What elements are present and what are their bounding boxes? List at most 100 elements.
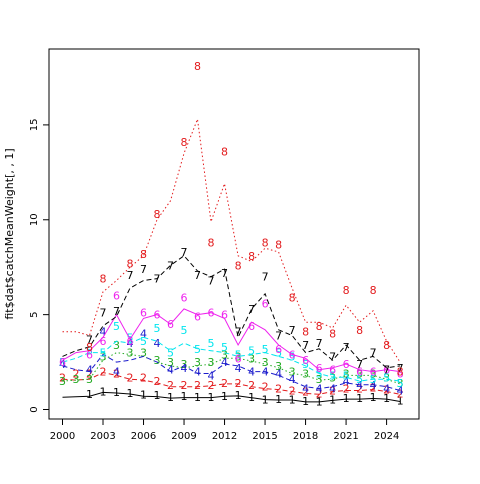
data-point-2: 2 — [235, 377, 242, 390]
data-point-2: 2 — [316, 387, 323, 400]
data-point-3: 3 — [221, 349, 228, 362]
x-tick-label: 2003 — [90, 431, 115, 442]
data-point-3: 3 — [194, 356, 201, 369]
data-point-3: 3 — [343, 368, 350, 381]
data-point-8: 8 — [329, 328, 336, 341]
data-point-4: 4 — [181, 362, 188, 375]
data-point-2: 2 — [383, 384, 390, 397]
data-point-1: 1 — [289, 393, 296, 406]
data-point-6: 6 — [316, 362, 323, 375]
data-point-1: 1 — [248, 391, 255, 404]
data-point-3: 3 — [356, 368, 363, 381]
data-point-6: 6 — [356, 366, 363, 379]
data-point-7: 7 — [235, 326, 242, 339]
data-point-4: 4 — [208, 369, 215, 382]
data-point-3: 3 — [370, 368, 377, 381]
y-axis-label: fit$dat$catchMeanWeight[, , 1] — [3, 148, 16, 319]
data-point-2: 2 — [113, 368, 120, 381]
data-point-4: 4 — [235, 362, 242, 375]
data-point-1: 1 — [397, 395, 404, 408]
data-point-7: 7 — [397, 362, 404, 375]
data-point-7: 7 — [194, 269, 201, 282]
data-point-5: 5 — [208, 337, 215, 350]
data-point-7: 7 — [208, 275, 215, 288]
data-point-1: 1 — [383, 392, 390, 405]
data-point-2: 2 — [59, 371, 66, 384]
data-point-7: 7 — [127, 269, 134, 282]
data-point-5: 5 — [167, 347, 174, 360]
data-point-3: 3 — [289, 366, 296, 379]
data-point-3: 3 — [73, 373, 80, 386]
data-point-6: 6 — [181, 292, 188, 305]
data-point-2: 2 — [275, 383, 282, 396]
data-point-8: 8 — [316, 320, 323, 333]
data-point-3: 3 — [167, 356, 174, 369]
data-point-7: 7 — [248, 303, 255, 316]
data-point-6: 6 — [370, 366, 377, 379]
data-point-8: 8 — [154, 208, 161, 221]
data-point-2: 2 — [356, 383, 363, 396]
data-point-5: 5 — [397, 377, 404, 390]
data-point-6: 6 — [302, 354, 309, 367]
data-point-6: 6 — [275, 343, 282, 356]
data-point-2: 2 — [127, 371, 134, 384]
series-line-4 — [62, 353, 401, 391]
data-point-4: 4 — [383, 383, 390, 396]
data-point-2: 2 — [370, 382, 377, 395]
data-point-6: 6 — [262, 297, 269, 310]
x-tick-label: 2024 — [374, 431, 399, 442]
data-point-1: 1 — [140, 388, 147, 401]
data-point-4: 4 — [275, 368, 282, 381]
data-point-1: 1 — [316, 396, 323, 409]
data-point-7: 7 — [86, 333, 93, 346]
data-point-5: 5 — [383, 371, 390, 384]
data-point-6: 6 — [383, 364, 390, 377]
data-point-8: 8 — [397, 366, 404, 379]
data-point-1: 1 — [154, 389, 161, 402]
data-point-1: 1 — [370, 391, 377, 404]
data-point-8: 8 — [343, 284, 350, 297]
data-point-3: 3 — [86, 373, 93, 386]
data-point-3: 3 — [275, 360, 282, 373]
data-point-7: 7 — [154, 273, 161, 286]
data-point-3: 3 — [316, 373, 323, 386]
data-point-2: 2 — [329, 385, 336, 398]
data-point-4: 4 — [397, 385, 404, 398]
data-point-3: 3 — [208, 356, 215, 369]
data-point-5: 5 — [100, 347, 107, 360]
data-point-1: 1 — [235, 389, 242, 402]
data-point-8: 8 — [275, 238, 282, 251]
data-point-2: 2 — [221, 377, 228, 390]
y-tick-label: 10 — [29, 213, 40, 226]
data-point-1: 1 — [343, 392, 350, 405]
data-point-5: 5 — [127, 331, 134, 344]
data-point-6: 6 — [397, 368, 404, 381]
data-point-7: 7 — [343, 341, 350, 354]
data-point-4: 4 — [289, 373, 296, 386]
data-point-7: 7 — [167, 259, 174, 272]
data-point-8: 8 — [383, 339, 390, 352]
data-point-7: 7 — [221, 267, 228, 280]
data-point-6: 6 — [221, 309, 228, 322]
data-point-4: 4 — [356, 379, 363, 392]
data-point-1: 1 — [275, 393, 282, 406]
data-point-3: 3 — [235, 350, 242, 363]
data-point-5: 5 — [343, 369, 350, 382]
y-tick-label: 0 — [29, 406, 40, 412]
series-line-5 — [62, 336, 401, 382]
data-point-7: 7 — [262, 271, 269, 284]
series-line-7 — [62, 255, 401, 369]
series-line-1 — [62, 391, 401, 403]
data-point-5: 5 — [221, 341, 228, 354]
data-point-7: 7 — [100, 307, 107, 320]
y-tick-label: 15 — [29, 119, 40, 132]
x-tick-label: 2015 — [252, 431, 277, 442]
data-point-4: 4 — [113, 366, 120, 379]
data-point-3: 3 — [302, 368, 309, 381]
data-point-3: 3 — [248, 352, 255, 365]
data-point-7: 7 — [275, 330, 282, 343]
data-point-5: 5 — [248, 345, 255, 358]
